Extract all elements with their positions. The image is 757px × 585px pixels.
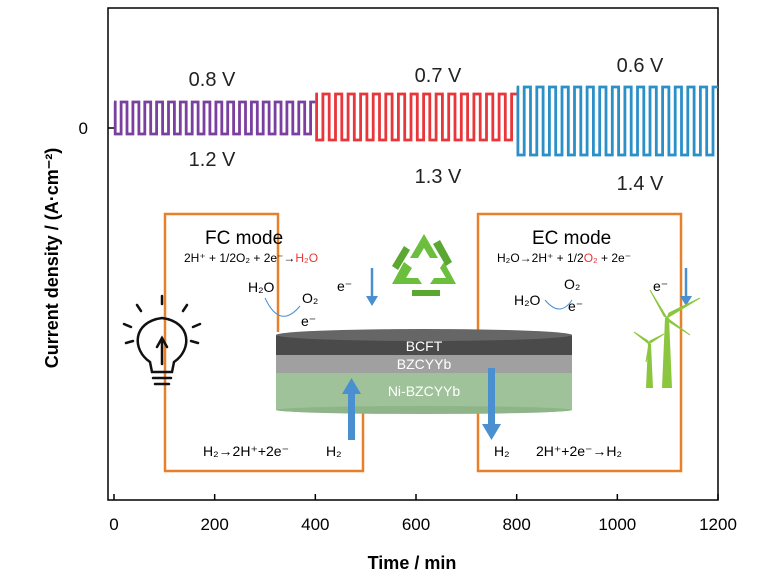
series-1-waveform [113, 100, 316, 136]
fc-electron-label: e⁻ [301, 313, 316, 329]
series-3-waveform [516, 85, 718, 157]
ec-h2o-label: H₂O [514, 292, 541, 308]
ec-mode-title: EC mode [532, 228, 611, 249]
fc-mode-title: FC mode [205, 228, 283, 249]
x-tick-label-600: 600 [402, 515, 430, 534]
fc-h2o-label: H₂O [248, 279, 275, 295]
x-tick-label-0: 0 [109, 515, 118, 534]
layer-bcft-label: BCFT [406, 338, 443, 354]
seg3-high-label: 0.6 V [617, 55, 664, 77]
ec-frame [476, 212, 683, 473]
layer-bzcyyb-label: BZCYYb [397, 356, 452, 372]
layer-ni-bzcyyb [276, 372, 572, 410]
fc-proton-arrow [342, 378, 361, 440]
plot-frame [107, 7, 719, 501]
x-axis-title: Time / min [368, 553, 457, 573]
ec-proton-arrow [482, 368, 501, 440]
seg1-low-label: 1.2 V [189, 149, 236, 171]
ec-h2-label: H₂ [494, 443, 510, 459]
y-tick-label-0: 0 [79, 119, 88, 138]
fc-h2o-curve-arrow [264, 297, 301, 317]
seg2-high-label: 0.7 V [415, 65, 462, 87]
y-axis-title: Current density / (A·cm⁻²) [42, 148, 62, 369]
layer-bzcyyb [276, 354, 572, 373]
x-tick-label-400: 400 [301, 515, 329, 534]
fc-equation: 2H⁺ + 1/2O₂ + 2e⁻→H₂O [184, 251, 318, 265]
x-tick-label-800: 800 [502, 515, 530, 534]
ec-h2o-curve-arrow [544, 299, 573, 310]
ec-equation: H₂O→2H⁺ + 1/2O₂ + 2e⁻ [497, 251, 631, 265]
ec-electron-arrow [680, 268, 692, 306]
recycle-icon [392, 234, 456, 296]
fc-o2-label: O₂ [302, 290, 318, 306]
ec-electron-label: e⁻ [568, 298, 583, 314]
inset-schematic: FC mode 2H⁺ + 1/2O₂ + 2e⁻→H₂O H₂O O₂ e⁻ … [122, 212, 701, 473]
fc-equation-product: H₂O [295, 251, 318, 265]
seg2-low-label: 1.3 V [415, 166, 462, 188]
wind-turbine-icon [633, 289, 701, 388]
x-tick-label-200: 200 [200, 515, 228, 534]
fc-electron-arrow [366, 268, 378, 306]
seg1-high-label: 0.8 V [189, 69, 236, 91]
cell-stack: BCFT BZCYYb Ni-BZCYYb [276, 329, 572, 414]
fc-electron-top-label: e⁻ [337, 278, 352, 294]
ec-bottom-equation: 2H⁺+2e⁻→H₂ [536, 443, 622, 459]
fc-h2-label: H₂ [326, 443, 342, 459]
layer-bcft-top [276, 329, 572, 341]
layer-ni-bzcyyb-label: Ni-BZCYYb [388, 383, 461, 399]
ec-electron-top-label: e⁻ [653, 278, 668, 294]
ec-equation-product: O₂ [584, 251, 598, 265]
lightbulb-icon [122, 294, 202, 386]
fc-bottom-equation: H₂→2H⁺+2e⁻ [203, 443, 289, 459]
x-tick-label-1200: 1200 [699, 515, 737, 534]
x-tick-label-1000: 1000 [598, 515, 636, 534]
seg3-low-label: 1.4 V [617, 173, 664, 195]
ec-o2-label: O₂ [564, 276, 580, 292]
series-2-waveform [315, 92, 517, 142]
